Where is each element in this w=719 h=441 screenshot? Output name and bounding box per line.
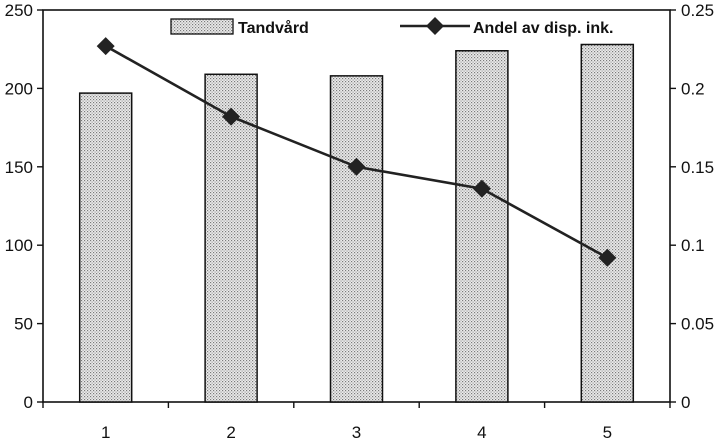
legend-swatch-marker xyxy=(426,17,444,35)
line-point-3 xyxy=(347,157,366,176)
legend: Tandvård Andel av disp. ink. xyxy=(170,17,613,37)
y-left-tick-label: 0 xyxy=(24,393,33,412)
line-point-4 xyxy=(472,179,491,198)
legend-label-bar: Tandvård xyxy=(238,19,309,37)
y-right-tick-label: 0.25 xyxy=(681,1,714,20)
y-left-tick-label: 250 xyxy=(5,1,33,20)
y-right-tick-label: 0.2 xyxy=(681,79,705,98)
x-tick-label: 2 xyxy=(226,423,235,441)
y-right-tick-label: 0.05 xyxy=(681,315,714,334)
x-tick-label: 3 xyxy=(352,423,361,441)
bar-1 xyxy=(78,92,133,403)
y-left-tick-label: 150 xyxy=(5,158,33,177)
bar-5 xyxy=(580,43,635,403)
line-point-2 xyxy=(222,107,241,126)
x-tick-label: 1 xyxy=(101,423,110,441)
y-left-tick-label: 50 xyxy=(14,315,33,334)
axes: 0 50 100 150 200 250 0 0.05 0.1 0.15 0.2 0.25 1 2 3 4 5 xyxy=(5,1,714,441)
x-tick-label: 5 xyxy=(603,423,612,441)
y-left-tick-label: 200 xyxy=(5,79,33,98)
y-right-tick-label: 0 xyxy=(681,393,690,412)
line-point-1 xyxy=(96,37,115,56)
y-right-tick-label: 0.1 xyxy=(681,236,705,255)
y-left-tick-label: 100 xyxy=(5,236,33,255)
y-right-tick-label: 0.15 xyxy=(681,158,714,177)
bar-4 xyxy=(455,50,509,403)
legend-label-line: Andel av disp. ink. xyxy=(473,20,613,37)
legend-swatch-bar xyxy=(170,18,234,35)
line-series xyxy=(96,37,617,267)
bar-2 xyxy=(204,73,258,403)
bar-3 xyxy=(329,75,384,403)
x-tick-label: 4 xyxy=(477,423,486,441)
bar-series xyxy=(78,43,635,403)
line-point-5 xyxy=(598,248,617,267)
